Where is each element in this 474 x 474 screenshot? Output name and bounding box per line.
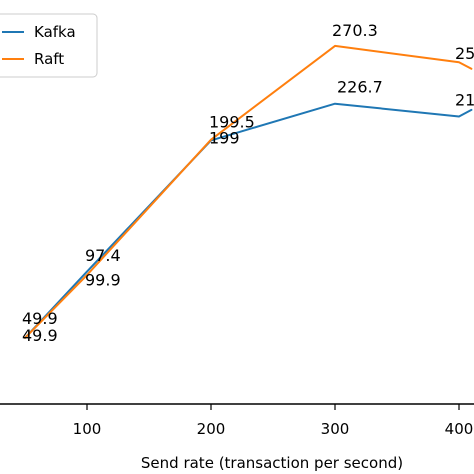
- series-line-raft: [24, 44, 473, 339]
- data-label-kafka-3: 226.7: [337, 78, 383, 97]
- x-tick-label-200: 200: [197, 420, 226, 438]
- x-tick-label-400: 400: [445, 420, 474, 438]
- x-tick-label-300: 300: [321, 420, 350, 438]
- data-label-kafka-0: 49.9: [22, 326, 58, 345]
- x-tick-label-100: 100: [73, 420, 102, 438]
- x-ticks: 100 200 300 400: [73, 404, 474, 438]
- data-label-raft-3: 270.3: [332, 21, 378, 40]
- series-layer: [24, 44, 473, 339]
- data-label-raft-4: 25: [455, 44, 474, 63]
- data-label-kafka-1: 99.9: [85, 271, 121, 290]
- x-axis-label: Send rate (transaction per second): [141, 454, 403, 472]
- data-labels: 49.9 99.9 199 226.7 21 49.9 97.4 199.5 270.3 25: [22, 21, 474, 345]
- data-label-raft-1: 97.4: [85, 246, 121, 265]
- data-label-raft-0: 49.9: [22, 309, 58, 328]
- legend-label-raft: Raft: [34, 50, 64, 68]
- legend-label-kafka: Kafka: [34, 23, 76, 41]
- data-label-kafka-2: 199: [209, 128, 240, 147]
- data-label-kafka-4: 21: [455, 91, 474, 110]
- data-label-raft-2: 199.5: [209, 113, 255, 132]
- legend-box: [0, 13, 98, 78]
- series-line-kafka: [24, 102, 473, 339]
- legend: Kafka Raft: [0, 13, 98, 78]
